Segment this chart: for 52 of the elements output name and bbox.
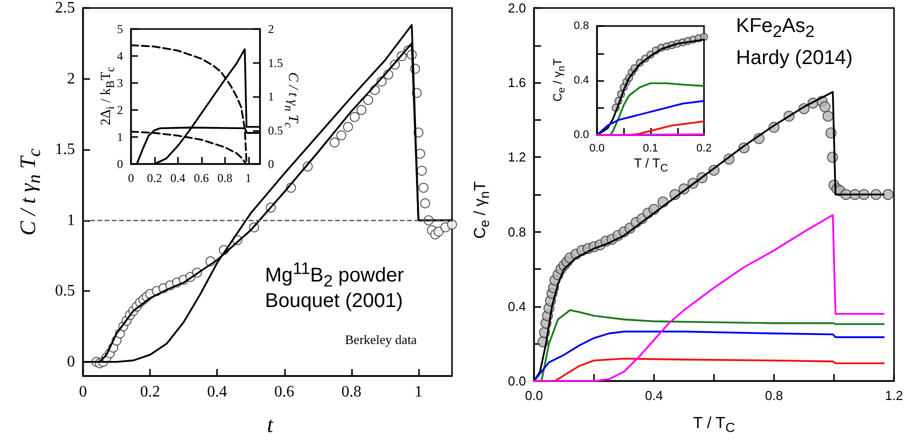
y-tick-label: 1.5 [55,141,75,158]
x-tick-label: 1.2 [884,388,904,403]
x-tick-label: 1 [245,171,252,185]
y2-tick-label: 1.5 [268,56,283,70]
x-axis-title: T / T$_{C}$ [693,414,735,436]
x-tick-label: 0.2 [146,171,162,185]
y-tick-label: 0.0 [508,374,526,388]
y-tick-label: 0.8 [574,20,589,32]
x-tick-label: 0.8 [764,388,784,403]
y-tick-label: 1 [67,212,75,229]
x-tick-label: 0.4 [170,171,186,185]
x-tick-label: 0.0 [524,388,544,403]
annotation: KFe$_{2}$As$_{2}$ [736,15,815,42]
y-tick-label: 4 [117,49,123,63]
y2-tick-label: 2 [268,22,274,36]
y2-tick-label: 1 [268,90,274,104]
x-tick-label: 0.2 [696,142,712,154]
y-tick-label: 0.8 [508,224,526,240]
x-tick-label: 0.2 [140,384,160,400]
x-tick-label: 0.6 [274,384,294,400]
x-tick-label: 0 [128,171,134,185]
x-tick-label: 0.4 [207,384,228,400]
y-tick-label: 2 [67,70,75,88]
x-tick-label: 0.4 [644,388,664,403]
y-tick-label: 5 [117,22,123,36]
y-tick-label: 0.0 [574,129,589,141]
y2-tick-label: 0 [268,157,274,171]
y2-tick-label: 0.5 [268,123,283,138]
y-tick-label: 2 [117,103,123,117]
x-tick-label: 1 [414,384,422,400]
y-tick-label: 2.5 [55,0,75,16]
y-tick-label: 0 [117,157,123,171]
y-tick-label: 3 [117,76,123,90]
x-axis-title: t [266,412,274,438]
x-tick-label: 0 [79,384,87,400]
y-tick-label: 0 [67,353,75,370]
y-tick-label: 0.4 [574,74,589,86]
x-tick-label: 0.8 [341,384,362,400]
y-tick-label: 2.0 [508,0,526,16]
x-tick-label: 0.1 [642,142,658,154]
x-tick-label: 0.8 [217,171,232,185]
x-axis-title: T / T$_{C}$ [634,156,668,174]
x-tick-label: 0.6 [194,171,209,185]
y-tick-label: 1.6 [508,75,526,90]
annotation: Hardy (2014) [736,47,853,69]
annotation: Bouquet (2001) [265,290,403,312]
x-tick-label: 0.0 [589,142,605,154]
annotation: Mg$^{11}$B$_{2}$ powder [265,259,404,291]
y-tick-label: 1 [117,130,123,144]
y-tick-label: 0.5 [55,282,75,300]
y-tick-label: 0.4 [508,298,526,314]
annotation: Berkeley data [345,332,417,348]
